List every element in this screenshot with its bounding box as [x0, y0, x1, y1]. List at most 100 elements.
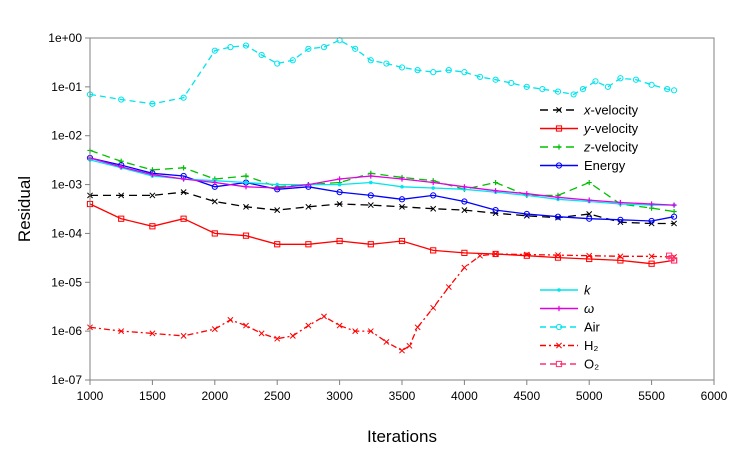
data-point [461, 69, 468, 76]
data-point [414, 324, 421, 331]
data-point [337, 176, 343, 182]
data-point [244, 180, 248, 185]
plot-area-frame [89, 37, 715, 381]
data-point [648, 253, 655, 260]
data-point [579, 85, 587, 93]
data-point [555, 252, 561, 259]
data-point [149, 100, 156, 107]
data-point [367, 241, 374, 248]
data-point [592, 78, 599, 85]
data-point [274, 185, 280, 191]
y-tick-label: 1e+00 [48, 31, 82, 45]
data-point [586, 211, 593, 217]
data-point [337, 182, 342, 187]
data-point [523, 252, 530, 259]
data-point [406, 342, 413, 349]
data-point [383, 339, 390, 345]
data-point [445, 284, 452, 290]
legend-label: H₂ [584, 338, 598, 353]
y-tick-label: 1e-01 [51, 80, 82, 94]
legend-label: x-velocity [583, 103, 639, 118]
data-point [118, 328, 125, 335]
data-point [670, 257, 678, 264]
data-point [461, 207, 468, 214]
data-point [414, 67, 421, 74]
series-h2 [87, 251, 678, 354]
data-point [149, 223, 156, 230]
legend-label: y-velocity [583, 121, 639, 136]
legend-entry-o2: O₂ [540, 357, 599, 372]
data-point [632, 76, 640, 83]
legend-entry-y-velocity: y-velocity [540, 121, 639, 136]
data-point [430, 192, 437, 199]
data-point [671, 220, 678, 227]
data-point [149, 330, 156, 337]
data-point [670, 213, 678, 220]
x-tick-label: 6000 [701, 389, 728, 403]
data-point [243, 203, 249, 210]
data-point [274, 207, 281, 214]
y-tick-label: 1e-07 [51, 373, 82, 387]
data-point [180, 215, 187, 222]
data-point [242, 232, 250, 239]
data-point [523, 83, 530, 90]
data-point [492, 76, 499, 83]
data-point [586, 215, 593, 222]
y-tick-label: 1e-03 [51, 178, 82, 192]
data-point [274, 60, 281, 67]
data-point [118, 164, 124, 170]
data-point [305, 241, 312, 248]
data-point [274, 241, 281, 248]
legend-lower-right: kω Air H₂ O₂ [540, 283, 601, 372]
data-point [289, 57, 296, 64]
data-point [461, 249, 468, 256]
data-point [242, 42, 250, 49]
data-point [586, 197, 592, 203]
x-tick-label: 2000 [201, 389, 228, 403]
data-point [399, 347, 405, 354]
data-point [508, 79, 515, 87]
data-point [539, 85, 546, 93]
data-point [586, 179, 592, 186]
data-point [368, 173, 374, 179]
data-point [430, 304, 437, 311]
data-point [258, 330, 265, 337]
x-axis-title: Iterations [367, 427, 437, 446]
data-point [554, 88, 562, 95]
series-omega [87, 155, 677, 208]
data-point [523, 210, 530, 218]
data-point [461, 184, 467, 190]
data-point [493, 188, 499, 194]
data-point [445, 67, 452, 74]
data-point [461, 264, 468, 271]
data-point [243, 173, 249, 179]
data-point [670, 87, 678, 94]
data-point [430, 205, 437, 212]
legend-entry-air: Air [540, 320, 601, 335]
legend-label: Air [584, 320, 601, 335]
data-point [211, 198, 218, 205]
data-point [258, 51, 265, 59]
data-point [671, 208, 677, 215]
legend-entry-h2: H₂ [540, 338, 598, 353]
x-tick-label: 3000 [326, 389, 353, 403]
data-point [400, 185, 404, 189]
data-point [555, 194, 561, 200]
data-point [671, 202, 677, 208]
data-point [321, 313, 327, 320]
legend-marker [556, 107, 562, 113]
data-point [305, 322, 312, 329]
x-tick-label: 1500 [139, 389, 166, 403]
legend-label: z-velocity [583, 140, 639, 155]
data-point [211, 47, 218, 54]
data-point [476, 73, 484, 80]
legends: x-velocity y-velocity z-velocity Energy kω Ai… [540, 103, 639, 372]
data-point [398, 64, 406, 71]
data-point [305, 181, 311, 188]
series-line-y-velocity [89, 203, 675, 265]
legend-marker [556, 305, 562, 312]
x-tick-label: 4500 [513, 389, 540, 403]
legend-marker [555, 162, 563, 169]
data-point [649, 201, 655, 207]
data-point [180, 189, 187, 196]
